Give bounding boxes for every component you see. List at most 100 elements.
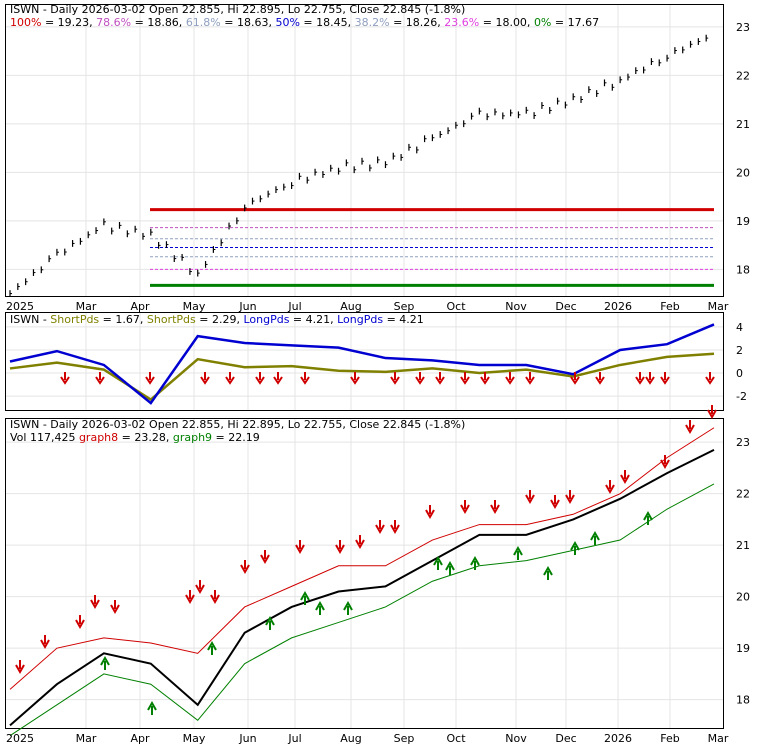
down-arrow bbox=[185, 590, 195, 605]
x-label-bottom: Aug bbox=[340, 732, 361, 745]
fib-value: = 18.00, bbox=[479, 16, 534, 29]
up-arrow bbox=[590, 530, 600, 545]
x-label-bottom: Dec bbox=[555, 732, 576, 745]
down-arrow bbox=[550, 495, 560, 510]
y-tick-label: 23 bbox=[736, 21, 750, 34]
x-label-bottom: May bbox=[183, 732, 206, 745]
down-arrow bbox=[480, 372, 490, 385]
up-arrow bbox=[643, 510, 653, 525]
oscillator-lines bbox=[9, 323, 715, 405]
down-arrow bbox=[390, 372, 400, 385]
down-arrow bbox=[685, 420, 695, 435]
x-label-top: Jul bbox=[287, 300, 301, 313]
down-arrow bbox=[660, 372, 670, 385]
down-arrow bbox=[240, 560, 250, 575]
oscillator-legend-item: = 4.21 bbox=[383, 313, 424, 326]
fib-label: 0% bbox=[534, 16, 551, 29]
y-tick-label: 22 bbox=[736, 69, 750, 82]
x-label-top: Nov bbox=[505, 300, 527, 313]
x-label-bottom: Sep bbox=[394, 732, 415, 745]
signal-y-ticks: 18 19 20 21 22 23 bbox=[736, 436, 750, 707]
oscillator-panel: -2 0 2 4 ISWN - ShortPds = 1.67, ShortPds =… bbox=[5, 312, 747, 411]
down-arrow bbox=[210, 590, 220, 605]
oscillator-legend-item: = 1.67, bbox=[99, 313, 147, 326]
down-arrow bbox=[425, 505, 435, 520]
x-label-top: Jun bbox=[238, 300, 256, 313]
x-label-bottom: Apr bbox=[130, 732, 150, 745]
price-panel-grid bbox=[6, 5, 723, 296]
fib-label: 38.2% bbox=[355, 16, 390, 29]
fib-label: 50% bbox=[275, 16, 299, 29]
down-arrow bbox=[635, 372, 645, 385]
fib-value: = 18.26, bbox=[390, 16, 445, 29]
fib-value: = 18.45, bbox=[300, 16, 355, 29]
x-label-bottom: 2026 bbox=[604, 732, 632, 745]
y-tick-label: -2 bbox=[736, 390, 747, 403]
down-arrow bbox=[460, 372, 470, 385]
fib-value: = 18.63, bbox=[221, 16, 276, 29]
down-arrow bbox=[570, 372, 580, 385]
graph8-label: graph8 bbox=[79, 431, 118, 444]
oscillator-legend-item: LongPds bbox=[337, 313, 383, 326]
price-panel-frame bbox=[5, 4, 724, 297]
up-arrow bbox=[470, 555, 480, 570]
x-label-top: Aug bbox=[340, 300, 361, 313]
x-label-top: Sep bbox=[394, 300, 415, 313]
y-tick-label: 21 bbox=[736, 539, 750, 552]
down-arrow bbox=[390, 520, 400, 535]
oscillator-legend: ISWN - ShortPds = 1.67, ShortPds = 2.29,… bbox=[10, 313, 424, 326]
fib-levels bbox=[150, 208, 714, 287]
x-label-bottom: Feb bbox=[660, 732, 679, 745]
price-title: ISWN - Daily 2026-03-02 Open 22.855, Hi … bbox=[10, 3, 465, 16]
y-tick-label: 18 bbox=[736, 694, 750, 707]
up-arrow bbox=[513, 545, 523, 560]
down-arrow bbox=[415, 372, 425, 385]
oscillator-legend-item: LongPds bbox=[243, 313, 289, 326]
signal-grid bbox=[6, 419, 723, 728]
signal-lines bbox=[9, 427, 715, 737]
volume-text: Vol 117,425 bbox=[10, 431, 79, 444]
x-label-top: Apr bbox=[130, 300, 150, 313]
x-label-bottom: Mar bbox=[708, 732, 729, 745]
oscillator-legend-item: ShortPds bbox=[147, 313, 196, 326]
down-arrow bbox=[40, 635, 50, 650]
down-arrow bbox=[435, 372, 445, 385]
x-label-top: Oct bbox=[446, 300, 466, 313]
y-tick-label: 0 bbox=[736, 367, 743, 380]
down-arrow bbox=[15, 660, 25, 675]
fib-label: 100% bbox=[10, 16, 41, 29]
signal-arrows bbox=[15, 405, 717, 715]
fib-value: = 19.23, bbox=[41, 16, 96, 29]
signal-panel-frame bbox=[5, 418, 724, 729]
up-arrow bbox=[570, 540, 580, 555]
down-arrow bbox=[525, 490, 535, 505]
y-tick-label: 20 bbox=[736, 166, 750, 179]
graph8-value: = 23.28, bbox=[118, 431, 173, 444]
down-arrow bbox=[60, 372, 70, 385]
up-arrow bbox=[265, 615, 275, 630]
x-axis-labels: 2025 2025 Mar Mar Apr Apr May May Jun Jun Jul Jul Au… bbox=[6, 300, 729, 745]
down-arrow bbox=[273, 372, 283, 385]
down-arrow bbox=[225, 372, 235, 385]
fib-label: 78.6% bbox=[96, 16, 131, 29]
longpds-line bbox=[9, 323, 715, 405]
down-arrow bbox=[200, 372, 210, 385]
down-arrow bbox=[255, 372, 265, 385]
y-tick-label: 18 bbox=[736, 263, 750, 276]
x-label-top: Mar bbox=[76, 300, 97, 313]
down-arrow bbox=[335, 540, 345, 555]
up-arrow bbox=[100, 655, 110, 670]
up-arrow bbox=[300, 590, 310, 605]
up-arrow bbox=[543, 565, 553, 580]
x-label-bottom: Jul bbox=[287, 732, 301, 745]
down-arrow bbox=[525, 372, 535, 385]
graph9-value: = 22.19 bbox=[212, 431, 260, 444]
y-tick-label: 23 bbox=[736, 436, 750, 449]
y-tick-label: 19 bbox=[736, 215, 750, 228]
x-label-top: 2025 bbox=[6, 300, 34, 313]
down-arrow bbox=[660, 455, 670, 470]
x-label-bottom: Nov bbox=[505, 732, 527, 745]
down-arrow bbox=[300, 372, 310, 385]
oscillator-grid bbox=[6, 313, 723, 410]
graph9-label: graph9 bbox=[173, 431, 212, 444]
